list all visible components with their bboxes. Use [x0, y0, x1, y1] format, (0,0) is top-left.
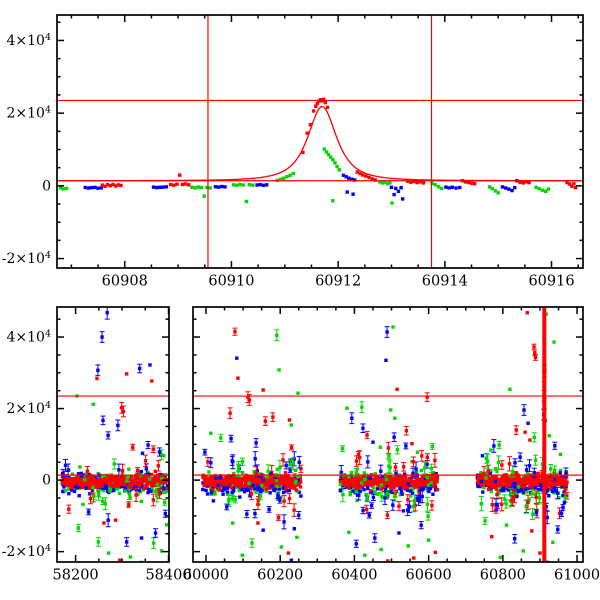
x-tick-label: 60800 [480, 568, 526, 584]
x-tick-label: 60916 [528, 274, 574, 290]
x-tick-label: 60200 [257, 568, 303, 584]
x-tick-label: 60910 [208, 274, 254, 290]
y-tick-label: 0 [42, 178, 51, 194]
x-tick-label: 60914 [422, 274, 468, 290]
bottom-axes [56, 306, 170, 563]
y-tick-label: 0 [42, 473, 51, 489]
y-tick-label: 4×104 [7, 32, 52, 49]
x-tick-label: 58200 [53, 568, 99, 584]
model-curve [57, 106, 583, 182]
y-tick-label: -2×104 [2, 250, 51, 267]
y-tick-label: 2×104 [7, 105, 52, 122]
y-tick-label: 4×104 [7, 329, 52, 346]
x-tick-label: 60400 [331, 568, 377, 584]
bottom-red-lines [193, 307, 583, 562]
x-tick-label: 60000 [183, 568, 229, 584]
top-red-lines [57, 15, 583, 268]
top-panel: 60908 60910 60912 60914 60916 4×104 2×104 0 -2×1… [2, 14, 584, 290]
bottom-red-lines [57, 395, 169, 476]
x-tick-label: 60600 [406, 568, 452, 584]
x-tick-label: 58400 [145, 568, 191, 584]
bottom-data-box0 [60, 307, 169, 562]
bottom-axes [192, 306, 584, 563]
top-axes [56, 14, 584, 269]
y-tick-label: 2×104 [7, 400, 52, 417]
top-data-box0 [59, 97, 578, 205]
x-tick-label: 61000 [554, 568, 600, 584]
y-tick-label: -2×104 [2, 543, 51, 560]
x-tick-label: 60908 [102, 274, 148, 290]
x-tick-label: 60912 [315, 274, 361, 290]
